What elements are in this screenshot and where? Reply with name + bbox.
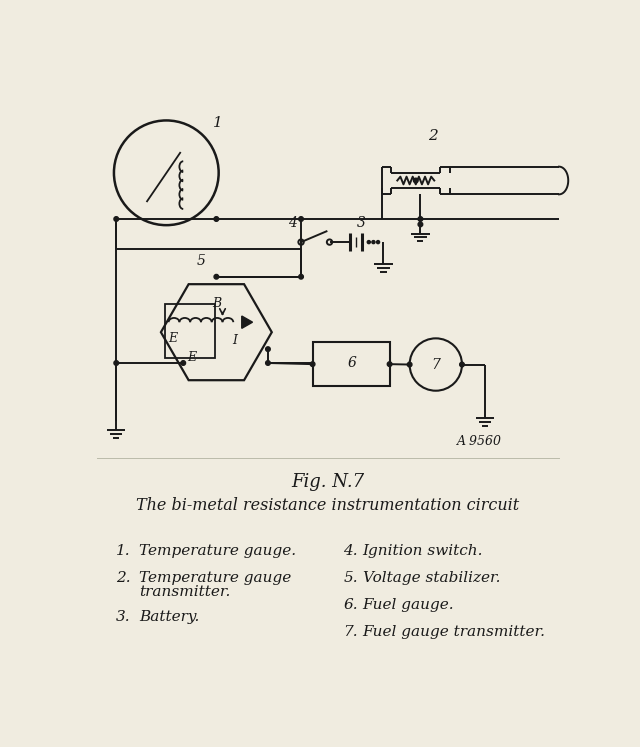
Text: Fig. N.7: Fig. N.7	[291, 474, 365, 492]
Text: 1.: 1.	[116, 544, 131, 558]
Polygon shape	[242, 316, 253, 329]
Text: transmitter.: transmitter.	[140, 585, 231, 599]
Circle shape	[418, 217, 422, 221]
Text: E: E	[168, 332, 178, 345]
Circle shape	[181, 361, 186, 365]
Text: 3.: 3.	[116, 610, 131, 624]
Circle shape	[418, 222, 422, 226]
Text: 5.: 5.	[344, 571, 358, 585]
Circle shape	[310, 362, 315, 367]
Circle shape	[299, 217, 303, 221]
Text: Voltage stabilizer.: Voltage stabilizer.	[363, 571, 500, 585]
Text: 5: 5	[197, 254, 206, 268]
Text: 1: 1	[212, 116, 222, 129]
Circle shape	[299, 274, 303, 279]
Circle shape	[376, 241, 380, 244]
Text: The bi-metal resistance instrumentation circuit: The bi-metal resistance instrumentation …	[136, 497, 520, 514]
Text: 6.: 6.	[344, 598, 358, 612]
Text: A 9560: A 9560	[458, 436, 502, 448]
Text: Battery.: Battery.	[140, 610, 200, 624]
Circle shape	[372, 241, 375, 244]
Circle shape	[214, 217, 219, 221]
Circle shape	[114, 217, 118, 221]
Text: 3: 3	[357, 216, 366, 229]
Text: 2: 2	[428, 128, 438, 143]
Circle shape	[387, 362, 392, 367]
Text: 4: 4	[288, 216, 297, 229]
Circle shape	[214, 274, 219, 279]
Text: Fuel gauge transmitter.: Fuel gauge transmitter.	[363, 624, 546, 639]
Text: Fuel gauge.: Fuel gauge.	[363, 598, 454, 612]
Text: 2.: 2.	[116, 571, 131, 585]
Circle shape	[413, 179, 418, 183]
Text: Temperature gauge: Temperature gauge	[140, 571, 292, 585]
Text: 6: 6	[348, 356, 356, 371]
Circle shape	[266, 347, 270, 351]
Circle shape	[407, 362, 412, 367]
Text: 7: 7	[431, 358, 440, 372]
Circle shape	[367, 241, 371, 244]
Circle shape	[266, 361, 270, 365]
Text: Ignition switch.: Ignition switch.	[363, 544, 483, 558]
Text: Temperature gauge.: Temperature gauge.	[140, 544, 296, 558]
Text: B: B	[212, 297, 221, 310]
Text: 7.: 7.	[344, 624, 358, 639]
Text: E: E	[187, 351, 196, 365]
Circle shape	[460, 362, 464, 367]
Text: I: I	[232, 334, 237, 347]
Text: 4.: 4.	[344, 544, 358, 558]
Circle shape	[114, 361, 118, 365]
